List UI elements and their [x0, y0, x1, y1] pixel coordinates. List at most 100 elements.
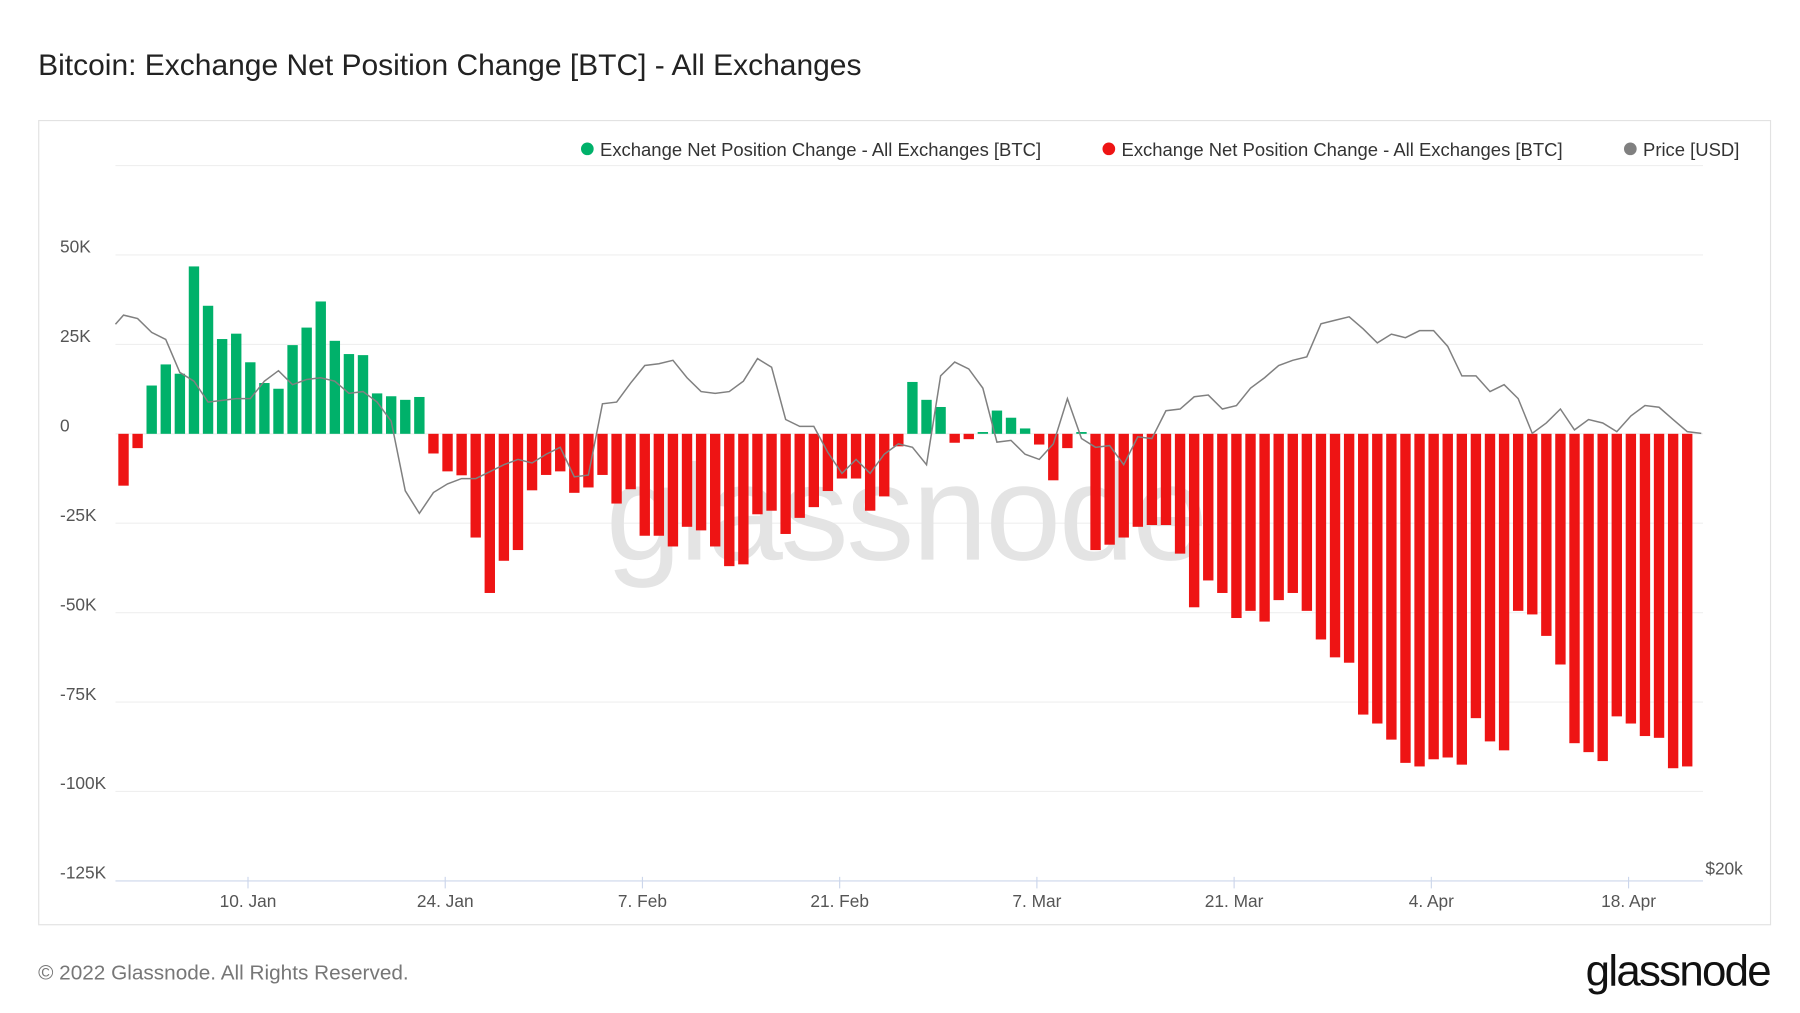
bar-outflow[interactable] — [1062, 433, 1073, 449]
bar-inflow[interactable] — [160, 364, 171, 434]
bar-outflow[interactable] — [1555, 433, 1566, 665]
bar-outflow[interactable] — [1639, 433, 1651, 737]
bar-outflow[interactable] — [1217, 433, 1228, 593]
bar-outflow[interactable] — [1090, 433, 1101, 551]
bar-outflow[interactable] — [1160, 433, 1172, 526]
bar-inflow[interactable] — [231, 333, 242, 434]
bar-outflow[interactable] — [555, 433, 566, 472]
bar-outflow[interactable] — [1104, 433, 1115, 545]
bar-outflow[interactable] — [132, 433, 143, 449]
bar-outflow[interactable] — [1048, 433, 1059, 481]
bar-inflow[interactable] — [202, 305, 214, 434]
bar-outflow[interactable] — [893, 433, 904, 447]
bar-outflow[interactable] — [1259, 433, 1270, 622]
bar-outflow[interactable] — [1512, 433, 1524, 611]
bar-inflow[interactable] — [414, 396, 425, 434]
bar-outflow[interactable] — [1682, 433, 1693, 767]
bar-outflow[interactable] — [1541, 433, 1552, 636]
bar-outflow[interactable] — [1625, 433, 1637, 724]
bar-outflow[interactable] — [1273, 433, 1284, 601]
bar-outflow[interactable] — [118, 433, 129, 486]
bar-outflow[interactable] — [1188, 433, 1200, 608]
bar-outflow[interactable] — [1118, 433, 1129, 538]
bar-outflow[interactable] — [695, 433, 707, 531]
bar-inflow[interactable] — [977, 432, 989, 434]
bar-outflow[interactable] — [836, 433, 848, 479]
bar-outflow[interactable] — [470, 433, 481, 538]
bar-outflow[interactable] — [1034, 433, 1045, 445]
bar-outflow[interactable] — [1456, 433, 1468, 765]
bar-outflow[interactable] — [1442, 433, 1453, 758]
bar-outflow[interactable] — [822, 433, 834, 492]
bar-outflow[interactable] — [1414, 433, 1425, 767]
bar-outflow[interactable] — [1203, 433, 1214, 581]
bar-outflow[interactable] — [1301, 433, 1313, 611]
bar-outflow[interactable] — [1358, 433, 1369, 715]
bar-outflow[interactable] — [442, 433, 453, 472]
bar-outflow[interactable] — [766, 433, 777, 511]
bar-outflow[interactable] — [949, 433, 960, 443]
bar-outflow[interactable] — [850, 433, 862, 479]
bar-outflow[interactable] — [569, 433, 580, 493]
bar-inflow[interactable] — [385, 396, 397, 434]
bar-inflow[interactable] — [907, 381, 918, 434]
bar-inflow[interactable] — [1005, 417, 1017, 434]
bar-outflow[interactable] — [1386, 433, 1397, 740]
bar-outflow[interactable] — [780, 433, 791, 534]
bar-outflow[interactable] — [1653, 433, 1665, 738]
bar-outflow[interactable] — [879, 433, 890, 497]
bar-outflow[interactable] — [738, 433, 749, 565]
bar-outflow[interactable] — [597, 433, 608, 475]
bar-inflow[interactable] — [216, 339, 228, 434]
bar-outflow[interactable] — [681, 433, 693, 527]
bar-outflow[interactable] — [1611, 433, 1622, 717]
bar-outflow[interactable] — [808, 433, 819, 508]
bar-outflow[interactable] — [1527, 433, 1538, 615]
bar-outflow[interactable] — [1400, 433, 1411, 763]
bar-outflow[interactable] — [1498, 433, 1510, 751]
bar-outflow[interactable] — [963, 433, 974, 440]
bar-outflow[interactable] — [1329, 433, 1341, 658]
bar-outflow[interactable] — [1597, 433, 1608, 762]
bar-inflow[interactable] — [287, 345, 298, 434]
bar-inflow[interactable] — [273, 388, 284, 434]
bar-inflow[interactable] — [1076, 432, 1087, 434]
legend-item-price[interactable]: Price [USD] — [1623, 139, 1739, 160]
bar-outflow[interactable] — [1132, 433, 1144, 527]
bar-outflow[interactable] — [667, 433, 679, 547]
bar-inflow[interactable] — [935, 406, 946, 434]
bar-inflow[interactable] — [174, 373, 186, 434]
bar-outflow[interactable] — [428, 433, 439, 454]
bar-outflow[interactable] — [709, 433, 721, 547]
bar-outflow[interactable] — [1146, 433, 1158, 526]
bar-inflow[interactable] — [188, 266, 200, 434]
bar-outflow[interactable] — [526, 433, 538, 491]
bar-outflow[interactable] — [456, 433, 467, 476]
glassnode-logo[interactable]: glassnode — [1586, 946, 1772, 995]
bar-inflow[interactable] — [146, 385, 157, 434]
bar-outflow[interactable] — [653, 433, 665, 536]
bar-outflow[interactable] — [484, 433, 495, 593]
bar-outflow[interactable] — [794, 433, 805, 518]
bar-outflow[interactable] — [1315, 433, 1327, 640]
bar-inflow[interactable] — [259, 383, 270, 434]
bar-inflow[interactable] — [329, 340, 341, 434]
bar-outflow[interactable] — [583, 433, 594, 488]
bar-inflow[interactable] — [315, 301, 326, 434]
bar-outflow[interactable] — [1569, 433, 1580, 744]
bar-inflow[interactable] — [1019, 428, 1031, 434]
bar-outflow[interactable] — [1245, 433, 1256, 611]
bar-inflow[interactable] — [371, 393, 383, 434]
bar-outflow[interactable] — [1372, 433, 1383, 724]
bar-outflow[interactable] — [611, 433, 622, 504]
bar-outflow[interactable] — [1667, 433, 1679, 769]
bar-outflow[interactable] — [639, 433, 650, 536]
bar-outflow[interactable] — [625, 433, 636, 490]
bar-outflow[interactable] — [1484, 433, 1496, 742]
bar-inflow[interactable] — [991, 410, 1003, 434]
bar-outflow[interactable] — [1343, 433, 1355, 663]
bar-inflow[interactable] — [921, 399, 932, 434]
bar-outflow[interactable] — [1470, 433, 1482, 719]
bar-outflow[interactable] — [1231, 433, 1242, 619]
bar-outflow[interactable] — [498, 433, 510, 561]
